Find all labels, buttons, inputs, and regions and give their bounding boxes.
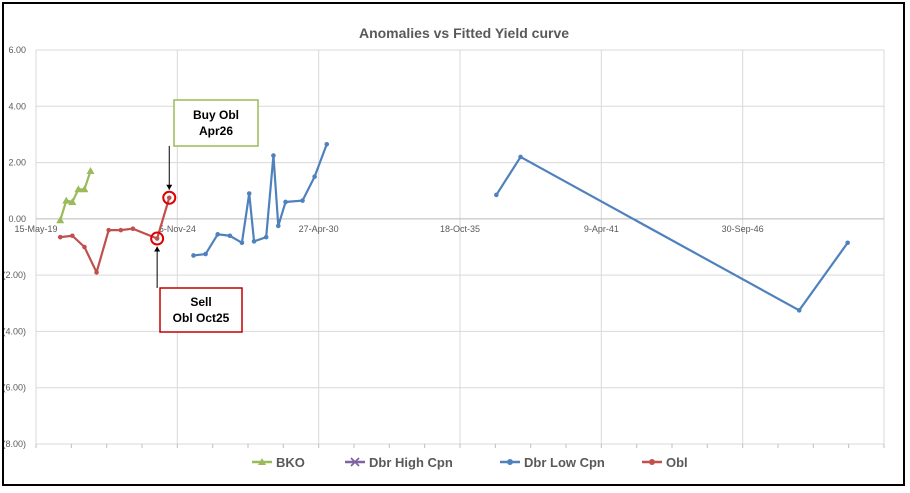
data-point [324,141,330,147]
data-point [82,244,87,250]
data-point [57,234,63,240]
y-tick-label: 6.00 [8,45,26,55]
y-tick-label: 2.00 [8,158,26,168]
legend-label: Obl [666,455,688,470]
data-point [300,198,305,203]
annotation-layer: Buy Obl Apr26 Sell Obl Oct25 [150,99,259,333]
x-tick-label: 30-Sep-46 [722,224,764,234]
legend-marker [649,459,655,465]
data-point [154,236,160,241]
data-point [227,233,233,239]
y-tick-label: 0.00 [8,214,26,224]
legend-marker [258,458,266,465]
data-point [494,192,499,198]
x-tick-label: 15-May-19 [14,224,57,234]
data-point [312,174,317,179]
data-point [263,234,269,240]
legend-marker [350,457,360,467]
legend-label: Dbr Low Cpn [524,455,605,470]
data-point [56,216,65,224]
data-point [130,226,136,232]
data-point [166,195,172,201]
chart-title: Anomalies vs Fitted Yield curve [359,25,569,41]
data-point [215,232,221,237]
data-point [845,240,850,246]
data-point [68,197,77,205]
grid-layer [35,49,885,445]
y-tick-label: 4.00 [8,101,26,111]
data-point [251,239,257,244]
series-line [495,155,849,312]
data-point [246,191,252,196]
x-tick-label: 5-Nov-24 [159,224,196,234]
x-tick-label: 9-Apr-41 [584,224,619,234]
legend-label: Dbr High Cpn [369,455,453,470]
data-point [239,240,245,246]
series-layer [56,141,850,313]
buy-annotation-box [173,99,259,147]
buy-highlight-circle [162,190,177,205]
sell-arrowhead [154,246,161,252]
buy-arrowhead [166,184,173,190]
chart-frame: Anomalies vs Fitted Yield curve 6.00 4.00… [2,2,905,486]
data-point [203,251,208,257]
data-point [271,153,276,158]
data-point [796,308,802,313]
data-point [80,185,89,193]
sell-highlight-circle [150,231,165,246]
data-point [283,199,288,205]
data-point [86,167,95,175]
y-tick-label: (2.00) [4,270,26,280]
x-tick-label: 18-Oct-35 [440,224,480,234]
data-point [70,233,75,239]
data-point [62,196,71,204]
y-tick-label: (4.00) [4,326,26,336]
chart-svg: Anomalies vs Fitted Yield curve 6.00 4.00… [4,25,885,470]
series-line [193,143,328,257]
data-point [518,154,523,160]
sell-annotation-line2: Obl Oct25 [173,311,230,325]
data-point [275,223,281,229]
sell-annotation-box [159,287,243,333]
sell-annotation-line1: Sell [190,295,211,309]
data-point [94,270,99,275]
buy-annotation-line2: Apr26 [199,124,233,138]
legend-layer: BKO Dbr High Cpn Dbr Low Cpn Obl [252,455,688,470]
legend-marker [507,459,513,465]
y-tick-label: (8.00) [4,439,26,449]
data-point [74,185,83,193]
data-point [118,227,124,233]
axis-layer: 6.00 4.00 2.00 0.00 (2.00) (4.00) (6.00) (8.00)… [4,45,885,449]
buy-annotation-line1: Buy Obl [193,108,239,122]
data-point [106,227,111,233]
y-tick-label: (6.00) [4,383,26,393]
legend-label: BKO [276,455,305,470]
data-point [191,253,196,258]
x-tick-label: 27-Apr-30 [299,224,339,234]
series-line [59,170,92,221]
